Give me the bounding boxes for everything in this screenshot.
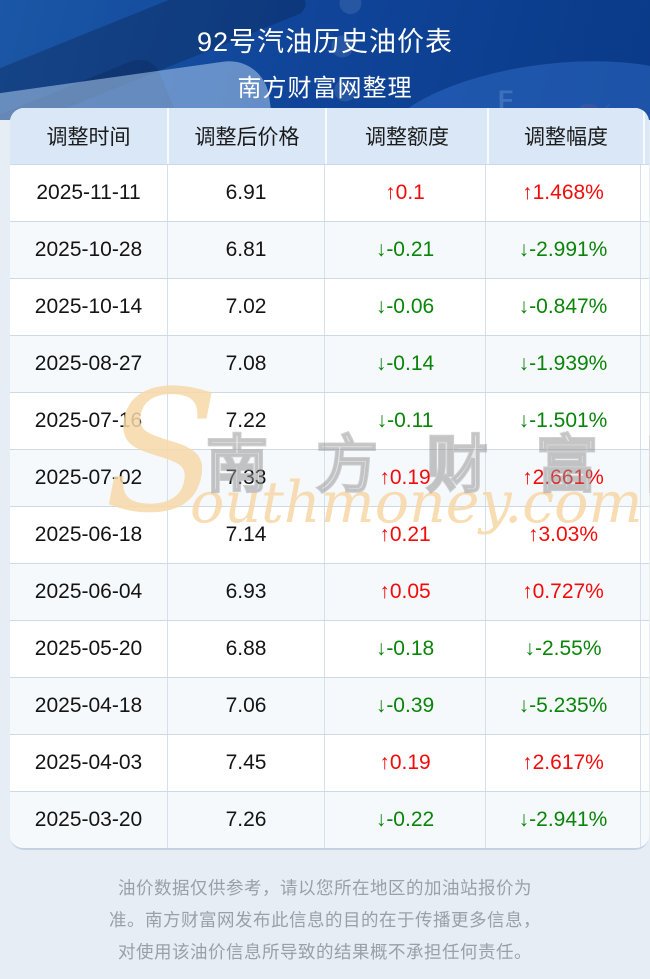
table-row: 2025-10-14 7.02 ↓-0.06 ↓-0.847%	[10, 278, 649, 335]
cell-pct: ↓-0.847%	[486, 279, 641, 335]
cell-pct: ↑3.03%	[486, 507, 641, 563]
cell-date: 2025-08-27	[10, 336, 168, 392]
cell-date: 2025-04-03	[10, 735, 168, 791]
table-row: 2025-08-27 7.08 ↓-0.14 ↓-1.939%	[10, 335, 649, 392]
cell-price: 7.02	[168, 279, 325, 335]
cell-date: 2025-07-16	[10, 393, 168, 449]
table-header-row: 调整时间 调整后价格 调整额度 调整幅度	[10, 108, 649, 164]
cell-pct: ↑0.727%	[486, 564, 641, 620]
page-title: 92号汽油历史油价表	[196, 27, 454, 57]
cell-price: 7.26	[168, 792, 325, 848]
cell-date: 2025-05-20	[10, 621, 168, 677]
table-row: 2025-06-18 7.14 ↑0.21 ↑3.03%	[10, 506, 649, 563]
cell-change: ↓-0.21	[325, 222, 486, 278]
cell-change: ↓-0.18	[325, 621, 486, 677]
fuel-gauge-icon	[331, 0, 650, 120]
cell-clipped	[641, 564, 649, 620]
cell-clipped	[641, 678, 649, 734]
cell-price: 7.06	[168, 678, 325, 734]
disclaimer-line: 准。南方财富网发布此信息的目的在于传播更多信息，	[109, 910, 541, 930]
cell-clipped	[641, 450, 649, 506]
cell-pct: ↓-5.235%	[486, 678, 641, 734]
cell-pct: ↓-1.501%	[486, 393, 641, 449]
cell-price: 7.45	[168, 735, 325, 791]
cell-date: 2025-06-04	[10, 564, 168, 620]
cell-change: ↓-0.14	[325, 336, 486, 392]
disclaimer-line: 油价数据仅供参考，请以您所在地区的加油站报价为	[118, 878, 532, 898]
column-header-adjust-time: 调整时间	[10, 108, 169, 164]
hero-banner: F ⛽ 92号汽油历史油价表 南方财富网整理	[0, 0, 650, 120]
cell-change: ↓-0.11	[325, 393, 486, 449]
cell-price: 7.14	[168, 507, 325, 563]
cell-price: 7.33	[168, 450, 325, 506]
cell-price: 6.88	[168, 621, 325, 677]
cell-change: ↑0.19	[325, 450, 486, 506]
cell-pct: ↑2.661%	[486, 450, 641, 506]
cell-clipped	[641, 222, 649, 278]
cell-price: 6.91	[168, 165, 325, 221]
cell-change: ↑0.05	[325, 564, 486, 620]
cell-clipped	[641, 279, 649, 335]
table-row: 2025-04-18 7.06 ↓-0.39 ↓-5.235%	[10, 677, 649, 734]
cell-date: 2025-10-14	[10, 279, 168, 335]
cell-change: ↓-0.06	[325, 279, 486, 335]
cell-price: 6.81	[168, 222, 325, 278]
column-header-price-after: 调整后价格	[169, 108, 327, 164]
cell-pct: ↓-2.55%	[486, 621, 641, 677]
table-row: 2025-03-20 7.26 ↓-0.22 ↓-2.941%	[10, 791, 649, 848]
cell-pct: ↓-2.991%	[486, 222, 641, 278]
cell-clipped	[641, 792, 649, 848]
cell-clipped	[641, 393, 649, 449]
cell-change: ↑0.1	[325, 165, 486, 221]
cell-clipped	[641, 507, 649, 563]
cell-price: 7.22	[168, 393, 325, 449]
cell-pct: ↑1.468%	[486, 165, 641, 221]
cell-pct: ↑2.617%	[486, 735, 641, 791]
column-header-adjust-range: 调整幅度	[489, 108, 645, 164]
cell-date: 2025-10-28	[10, 222, 168, 278]
cell-date: 2025-03-20	[10, 792, 168, 848]
cell-date: 2025-07-02	[10, 450, 168, 506]
cell-clipped	[641, 165, 649, 221]
cell-change: ↑0.21	[325, 507, 486, 563]
table-row: 2025-05-20 6.88 ↓-0.18 ↓-2.55%	[10, 620, 649, 677]
cell-clipped	[641, 735, 649, 791]
cell-change: ↓-0.22	[325, 792, 486, 848]
cell-price: 6.93	[168, 564, 325, 620]
cell-date: 2025-04-18	[10, 678, 168, 734]
cell-pct: ↓-2.941%	[486, 792, 641, 848]
table-row: 2025-07-02 7.33 ↑0.19 ↑2.661%	[10, 449, 649, 506]
table-row: 2025-04-03 7.45 ↑0.19 ↑2.617%	[10, 734, 649, 791]
column-header-adjust-amount: 调整额度	[327, 108, 489, 164]
cell-change: ↓-0.39	[325, 678, 486, 734]
page-subtitle: 南方财富网整理	[237, 75, 413, 102]
cell-clipped	[641, 336, 649, 392]
table-row: 2025-06-04 6.93 ↑0.05 ↑0.727%	[10, 563, 649, 620]
cell-change: ↑0.19	[325, 735, 486, 791]
disclaimer: 油价数据仅供参考，请以您所在地区的加油站报价为 准。南方财富网发布此信息的目的在…	[0, 872, 650, 968]
cell-price: 7.08	[168, 336, 325, 392]
table-row: 2025-10-28 6.81 ↓-0.21 ↓-2.991%	[10, 221, 649, 278]
cell-date: 2025-06-18	[10, 507, 168, 563]
cell-pct: ↓-1.939%	[486, 336, 641, 392]
table-row: 2025-07-16 7.22 ↓-0.11 ↓-1.501%	[10, 392, 649, 449]
table-row: 2025-11-11 6.91 ↑0.1 ↑1.468%	[10, 164, 649, 221]
price-table-scroll-area[interactable]: 调整时间 调整后价格 调整额度 调整幅度 2025-11-11 6.91 ↑0.…	[10, 108, 649, 850]
cell-date: 2025-11-11	[10, 165, 168, 221]
cell-clipped	[641, 621, 649, 677]
disclaimer-line: 对使用该油价信息所导致的结果概不承担任何责任。	[118, 942, 532, 962]
